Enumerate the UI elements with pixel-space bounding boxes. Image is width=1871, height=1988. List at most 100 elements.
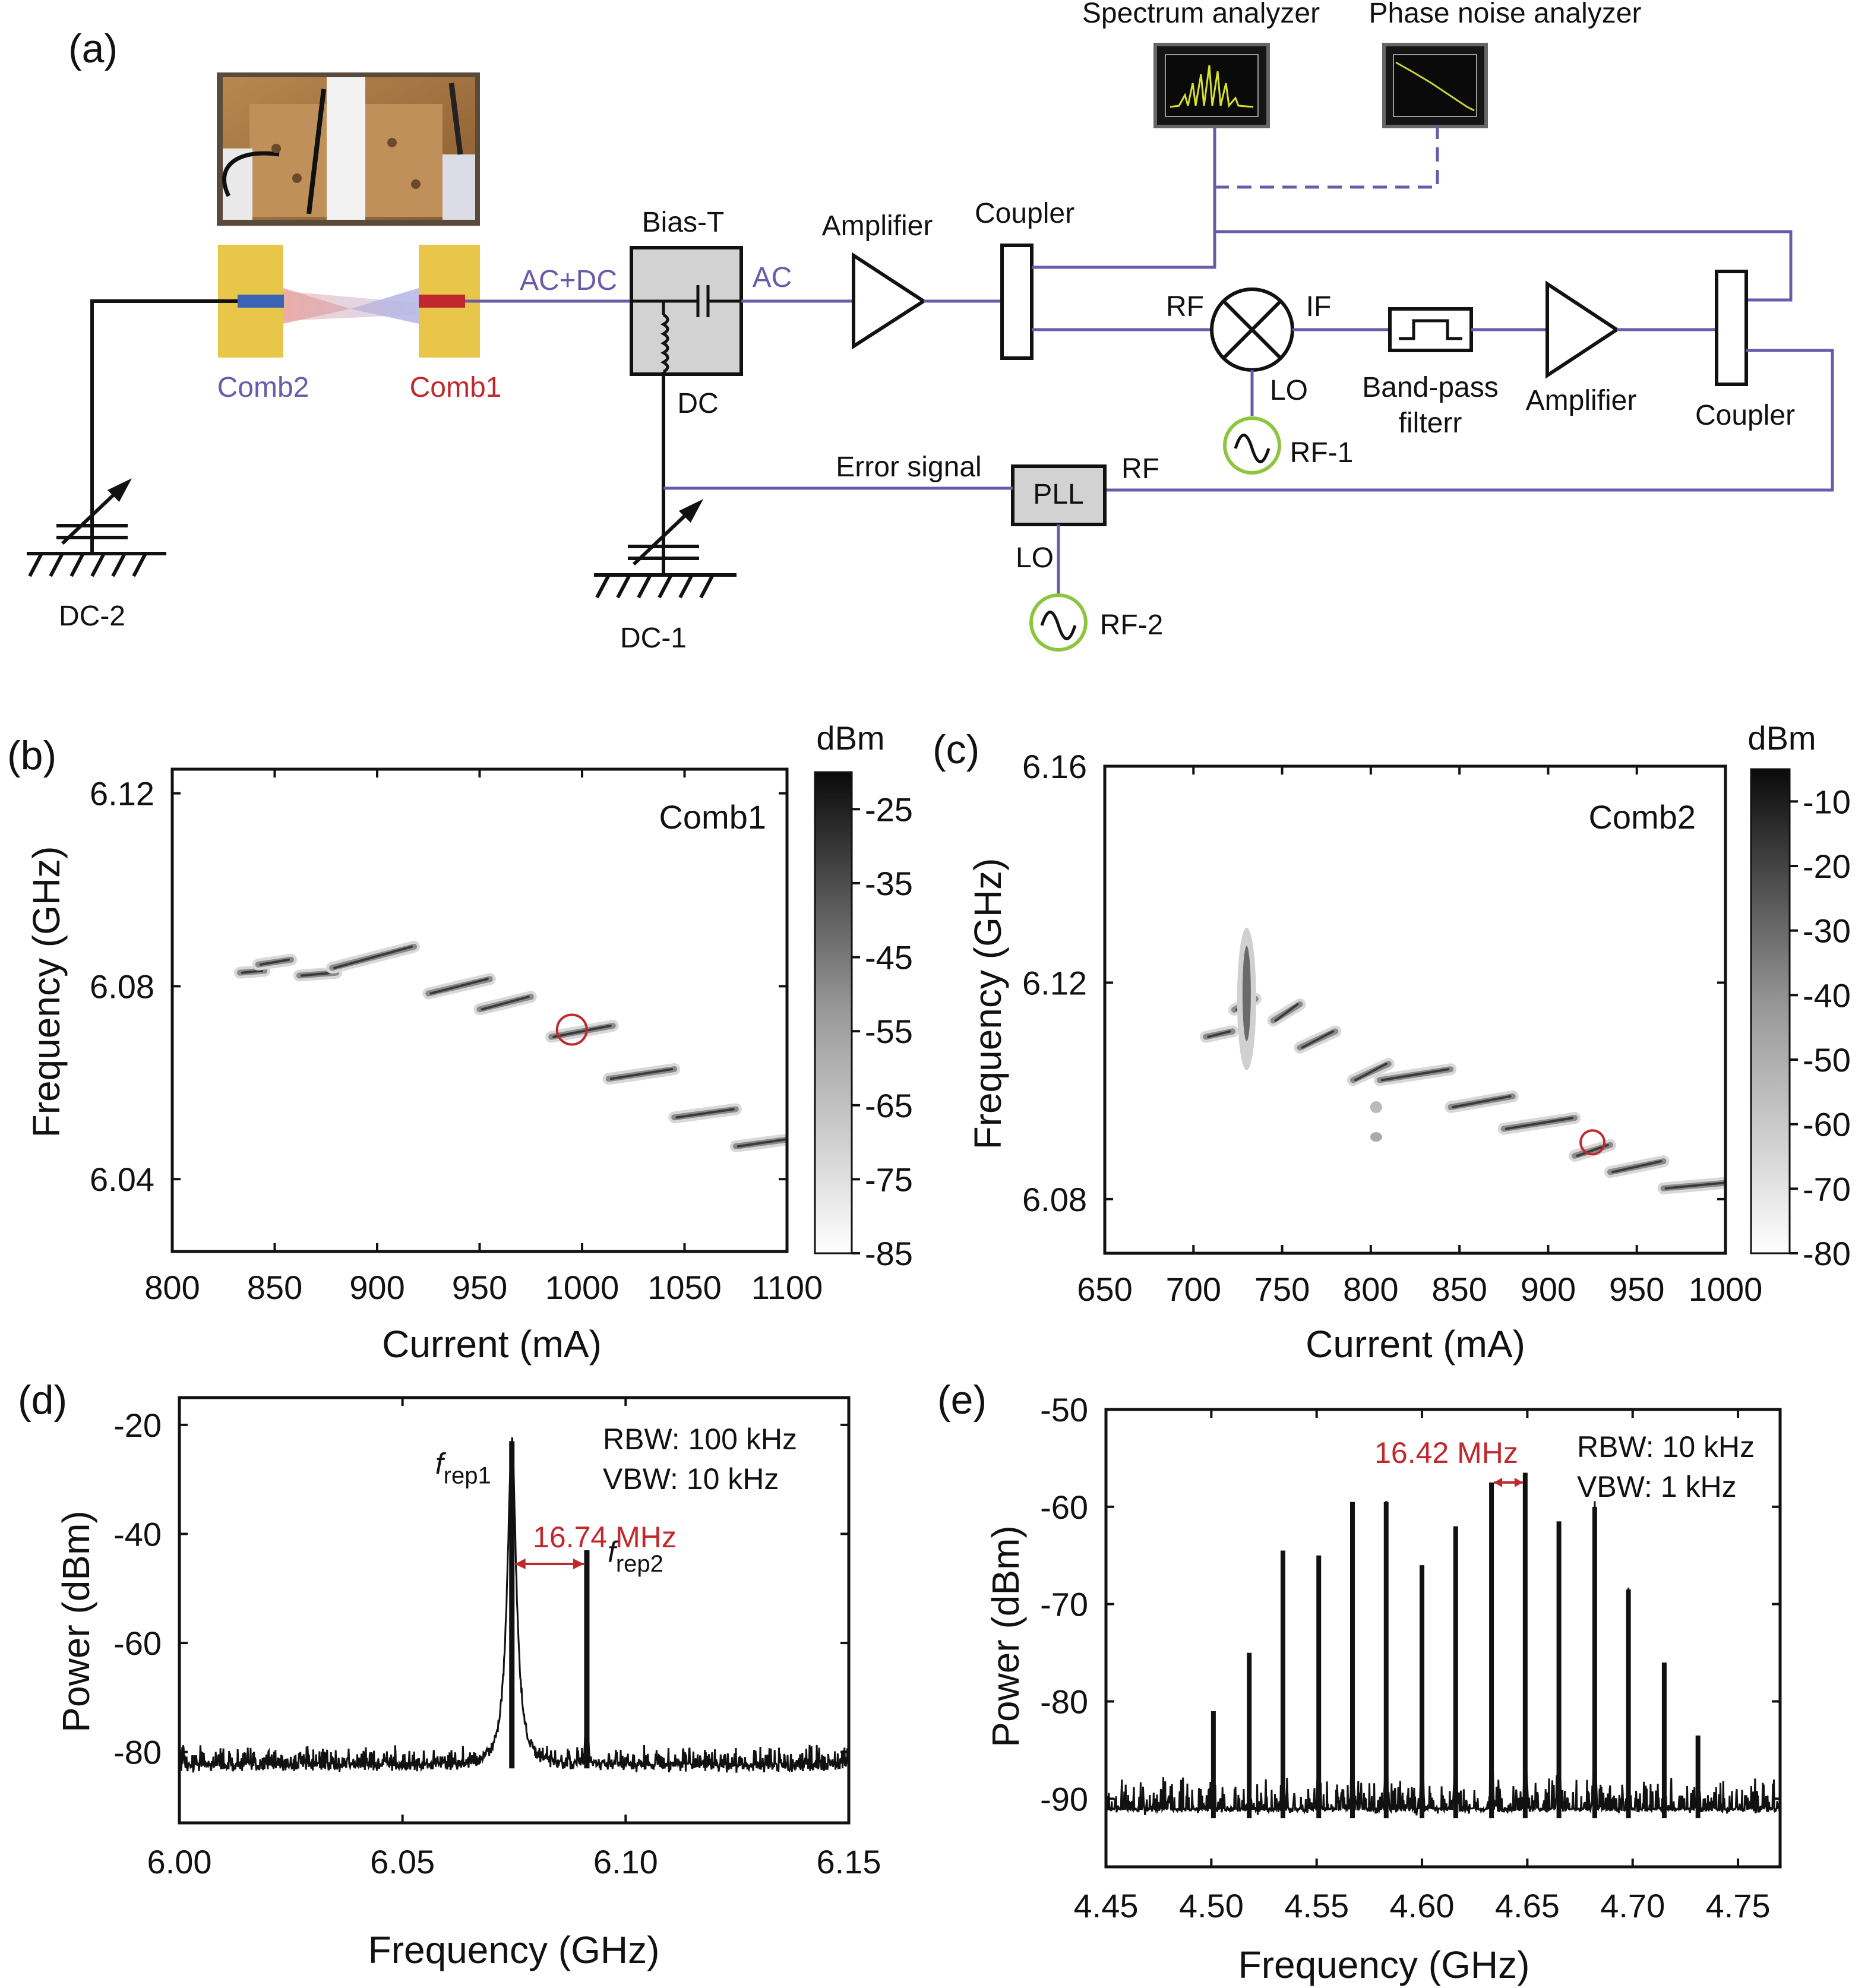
panel-b-colorbar-tick-label: -45 bbox=[865, 939, 913, 976]
panel-e-ticks: 4.45 4.50 4.55 4.60 4.65 4.70 4.75 -50 -60 -70 -80… bbox=[1040, 1391, 1780, 1924]
device-photo bbox=[217, 72, 480, 226]
panel-d-xtick-label: 6.05 bbox=[370, 1843, 435, 1880]
dc2-label: DC-2 bbox=[59, 600, 125, 632]
panel-e-xtick-label: 4.50 bbox=[1179, 1887, 1244, 1924]
rf1-oscillator-icon bbox=[1223, 416, 1281, 475]
ac-label: AC bbox=[753, 262, 792, 293]
panel-d-ytick-label: -40 bbox=[113, 1515, 162, 1553]
comb2-section bbox=[238, 295, 284, 308]
panel-b-ylabel: Frequency (GHz) bbox=[25, 846, 68, 1138]
dc2-wire bbox=[90, 299, 238, 552]
panel-c-label: (c) bbox=[933, 727, 979, 772]
panel-c-colorbar-tick-label: -70 bbox=[1803, 1170, 1851, 1208]
panel-b-colorbar bbox=[814, 771, 853, 1254]
locked-point-marker bbox=[555, 1013, 588, 1046]
phase-noise-analyzer-label: Phase noise analyzer bbox=[1369, 0, 1642, 29]
beatnote-core bbox=[1301, 1030, 1335, 1049]
panel-e-xlabel: Frequency (GHz) bbox=[1238, 1943, 1530, 1986]
beatnote-spot bbox=[1370, 1101, 1382, 1113]
dc1-source-icon bbox=[594, 499, 737, 599]
panel-b-colorbar-ticks: -25 -35 -45 -55 -65 -75 -85 bbox=[852, 791, 913, 1272]
pll-label: PLL bbox=[1033, 479, 1083, 510]
panel-b-colorbar-tick-label: -85 bbox=[865, 1235, 913, 1272]
panel-d-ytick-label: -20 bbox=[113, 1407, 162, 1444]
spacing-arrowhead-left bbox=[514, 1558, 526, 1569]
panel-d-label: (d) bbox=[18, 1377, 67, 1423]
panel-c-xtick-label: 700 bbox=[1166, 1270, 1221, 1308]
panel-e-xtick-label: 4.45 bbox=[1074, 1887, 1139, 1924]
error-signal-label: Error signal bbox=[836, 451, 981, 483]
peak-label: frep1 bbox=[435, 1447, 491, 1488]
panel-b-colorbar-tick-label: -65 bbox=[865, 1087, 913, 1124]
beatnote-core bbox=[1611, 1160, 1663, 1174]
beatnote-core bbox=[1664, 1181, 1724, 1190]
panel-c-ytick-label: 6.08 bbox=[1022, 1181, 1087, 1218]
panel-d-rbw: RBW: 100 kHz bbox=[603, 1423, 797, 1456]
spacing-arrowhead-right bbox=[573, 1558, 584, 1569]
panel-d-xtick-label: 6.10 bbox=[593, 1843, 658, 1880]
beatnote-core bbox=[609, 1068, 674, 1080]
panel-e-ytick-label: -60 bbox=[1040, 1488, 1088, 1526]
comb1-section bbox=[419, 295, 465, 308]
panel-d-spectrum: (d) 6.00 6.05 6.10 6.15 -20 -40 -60 -80 Frequen… bbox=[18, 1377, 881, 1971]
panel-c-xlabel: Current (mA) bbox=[1306, 1323, 1525, 1366]
amplifier2-label: Amplifier bbox=[1526, 385, 1637, 416]
beatnote-core bbox=[429, 978, 489, 995]
panel-e-ytick-label: -50 bbox=[1040, 1391, 1088, 1428]
pll-lo-label: LO bbox=[1016, 542, 1054, 574]
panel-b-heatmap: (b) Comb1 800 850 900 950 1000 1050 1100 6.12 6.… bbox=[7, 719, 913, 1366]
capacitor-icon bbox=[631, 285, 741, 374]
panel-c-xtick-label: 1000 bbox=[1689, 1270, 1763, 1308]
panel-c-ytick-label: 6.16 bbox=[1022, 748, 1087, 785]
panel-c-annotation: Comb2 bbox=[1588, 798, 1696, 836]
rf2-label: RF-2 bbox=[1100, 609, 1164, 641]
mixer-lo-label: LO bbox=[1270, 375, 1308, 406]
amplifier1-label: Amplifier bbox=[822, 210, 933, 242]
panel-e-xtick-label: 4.75 bbox=[1706, 1887, 1771, 1924]
panel-e-annotations bbox=[1494, 1477, 1523, 1487]
beatnote-core bbox=[300, 971, 335, 977]
bandpass-filter-box bbox=[1388, 307, 1473, 352]
phase-noise-trace-icon bbox=[1395, 61, 1475, 112]
panel-c-colorbar bbox=[1750, 768, 1791, 1254]
bandpass-label-line1: Band-pass bbox=[1362, 372, 1498, 403]
panel-e-ylabel: Power (dBm) bbox=[984, 1525, 1027, 1747]
beatnote-core bbox=[552, 1024, 612, 1038]
pll-rf-label: RF bbox=[1121, 453, 1159, 485]
beatnote-core bbox=[1380, 1068, 1450, 1082]
panel-c-frame bbox=[1103, 764, 1727, 1255]
panel-c-xtick-label: 800 bbox=[1343, 1270, 1398, 1308]
coupler1-label: Coupler bbox=[975, 198, 1074, 229]
dc-label: DC bbox=[677, 388, 718, 419]
panel-e-data-marks bbox=[1106, 1472, 1780, 1819]
beatnote-core bbox=[1452, 1095, 1512, 1108]
beatnote-core bbox=[675, 1108, 735, 1119]
rf1-label: RF-1 bbox=[1290, 437, 1354, 469]
beatnote-core bbox=[333, 945, 413, 969]
panel-d-ytick-label: -80 bbox=[113, 1734, 162, 1771]
panel-b-colorbar-tick-label: -35 bbox=[865, 865, 913, 902]
panel-c-colorbar-tick-label: -10 bbox=[1803, 783, 1851, 820]
panel-e-spacing-label: 16.42 MHz bbox=[1374, 1436, 1518, 1469]
panel-b-colorbar-tick-label: -55 bbox=[865, 1013, 913, 1050]
panel-e-vbw: VBW: 1 kHz bbox=[1577, 1470, 1737, 1503]
beatnote-spot bbox=[1370, 1132, 1382, 1142]
panel-b-label: (b) bbox=[7, 733, 56, 778]
coupler1-box bbox=[1000, 244, 1034, 360]
panel-c-xtick-label: 900 bbox=[1521, 1270, 1576, 1308]
panel-d-data-marks bbox=[179, 1437, 849, 1773]
panel-e-ytick-label: -90 bbox=[1040, 1780, 1088, 1818]
mixer-icon bbox=[1210, 287, 1294, 372]
beatnote-core bbox=[1505, 1117, 1574, 1130]
rf2-oscillator-icon bbox=[1029, 593, 1088, 652]
panel-d-ytick-label: -60 bbox=[113, 1624, 162, 1662]
panel-c-xtick-label: 850 bbox=[1431, 1270, 1487, 1308]
bandpass-icon bbox=[1399, 319, 1462, 340]
panel-c-colorbar-tick-label: -40 bbox=[1803, 976, 1851, 1014]
panel-d-frame bbox=[178, 1396, 851, 1825]
panel-e-ytick-label: -70 bbox=[1040, 1586, 1088, 1623]
panel-b-colorbar-tick-label: -75 bbox=[865, 1161, 913, 1198]
panel-a-schematic: (a) Spectrum analyzer Phase noise analyz… bbox=[27, 0, 1834, 654]
panel-e-spectrum: (e) 4.45 4.50 4.55 4.60 4.65 4.70 4.75 -50 -60 -7… bbox=[937, 1377, 1782, 1986]
panel-e-xtick-label: 4.65 bbox=[1495, 1887, 1560, 1924]
